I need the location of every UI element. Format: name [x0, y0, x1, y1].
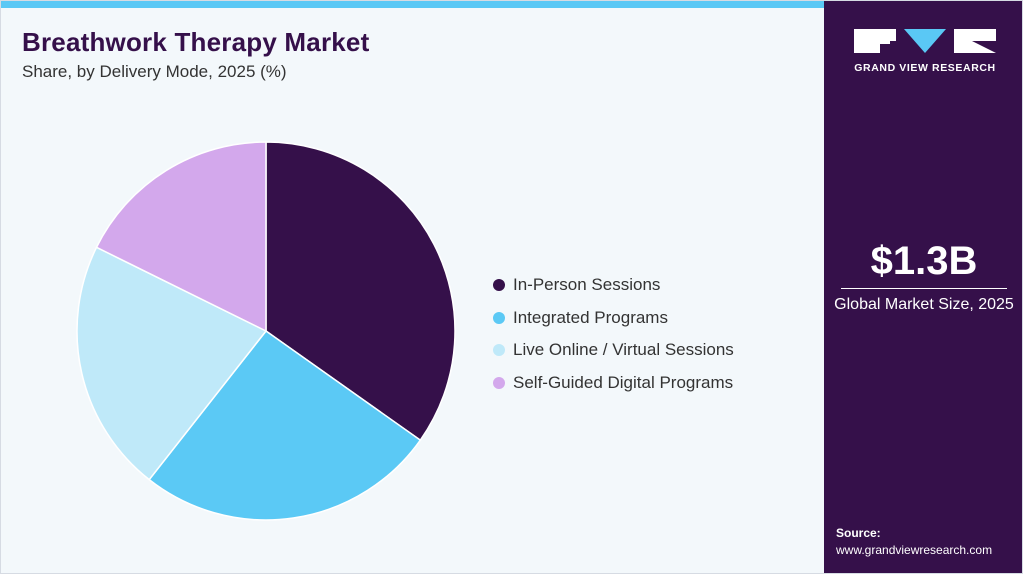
- legend-label: Live Online / Virtual Sessions: [513, 340, 734, 360]
- legend-item: Live Online / Virtual Sessions: [493, 334, 734, 367]
- market-size-label: Global Market Size, 2025: [834, 296, 1014, 313]
- legend-label: Self-Guided Digital Programs: [513, 373, 734, 393]
- market-size-value: $1.3B: [870, 239, 978, 283]
- legend-swatch: [493, 279, 505, 292]
- legend-item: In-Person Sessions: [493, 269, 734, 302]
- pie-slice-in-person-sessions[interactable]: [265, 141, 456, 442]
- legend-item: Integrated Programs: [493, 302, 734, 335]
- legend-item: Self-Guided Digital Programs: [493, 367, 734, 400]
- pie-chart: [76, 141, 456, 521]
- pie-slice-live-online-virtual-sessions[interactable]: [76, 246, 268, 481]
- pie-slice-integrated-programs[interactable]: [148, 329, 422, 521]
- divider: [841, 288, 1007, 289]
- legend-label: In-Person Sessions: [513, 275, 661, 295]
- legend-swatch: [493, 377, 505, 390]
- chart-legend: In-Person Sessions Integrated Programs Liv…: [493, 269, 734, 399]
- sidebar-panel: GRAND VIEW RESEARCH $1.3B Global Market …: [824, 1, 1022, 573]
- accent-bar: [1, 1, 824, 8]
- chart-subtitle: Share, by Delivery Mode, 2025 (%): [22, 62, 287, 81]
- legend-label: Integrated Programs: [513, 307, 668, 327]
- legend-swatch: [493, 311, 505, 324]
- chart-title: Breathwork Therapy Market: [22, 27, 370, 57]
- logo-text: GRAND VIEW RESEARCH: [854, 62, 996, 74]
- gvr-logo-icon: [854, 29, 996, 53]
- pie-slice-self-guided-digital-programs[interactable]: [95, 141, 267, 333]
- brand-logo: GRAND VIEW RESEARCH: [854, 29, 996, 74]
- source-link[interactable]: www.grandviewresearch.com: [836, 543, 993, 557]
- source-label: Source:: [836, 526, 881, 540]
- legend-swatch: [493, 344, 505, 357]
